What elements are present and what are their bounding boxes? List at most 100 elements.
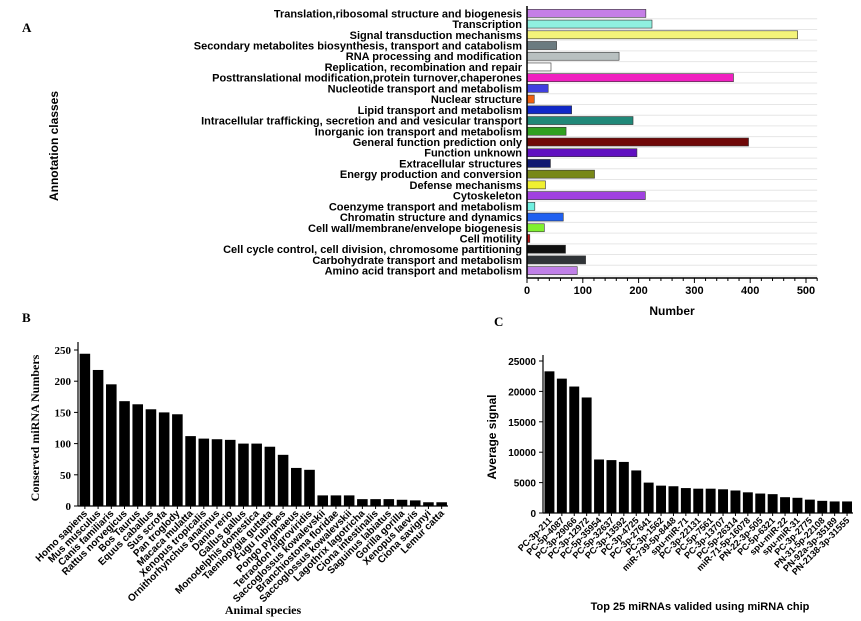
- category-label: Function unknown: [424, 148, 522, 160]
- bar: [526, 73, 734, 82]
- panel-letter-c: C: [494, 314, 503, 329]
- category-label: Nuclear structure: [431, 94, 522, 106]
- category-label: General function prediction only: [353, 137, 523, 149]
- category-label: Cell motility: [460, 233, 523, 245]
- bar: [526, 9, 647, 18]
- y-tick-label: 15000: [508, 418, 536, 429]
- bar: [357, 499, 368, 506]
- bar: [792, 497, 803, 513]
- bar: [317, 495, 329, 506]
- category-label: Cell cycle control, cell division, chrom…: [223, 244, 522, 256]
- bar: [755, 493, 766, 513]
- chart-c: 0500010000150002000025000PC-3p-211PC-5p-…: [508, 355, 853, 577]
- bar: [526, 148, 638, 158]
- bar: [526, 169, 595, 179]
- category-label: RNA processing and modification: [346, 51, 523, 63]
- bar: [436, 502, 447, 506]
- chart-b-xlabel: Animal species: [225, 603, 302, 617]
- y-tick-label: 50: [60, 470, 72, 482]
- bar: [618, 461, 629, 513]
- bar: [79, 353, 91, 506]
- bar: [343, 495, 355, 506]
- bar: [668, 486, 679, 513]
- y-tick-label: 25000: [508, 357, 536, 368]
- bar: [185, 436, 196, 506]
- bar: [158, 412, 170, 506]
- bar: [291, 467, 302, 506]
- bar: [631, 470, 642, 513]
- x-tick-label: 100: [574, 285, 592, 297]
- category-label: Intracellular trafficking, secretion and…: [201, 116, 522, 128]
- chart-b-ylabel: Conserved miRNA Numbers: [28, 354, 42, 501]
- bar: [842, 501, 853, 513]
- bar: [370, 499, 381, 506]
- x-tick-label: 400: [741, 285, 759, 297]
- category-label: Replication, recombination and repair: [325, 62, 523, 74]
- bar: [106, 384, 117, 506]
- bar: [526, 19, 653, 29]
- x-tick-label: 200: [629, 285, 647, 297]
- bar: [383, 499, 395, 506]
- bar: [526, 212, 564, 222]
- panel-letter-a: A: [22, 20, 32, 35]
- bar: [409, 500, 421, 506]
- bar: [526, 94, 535, 104]
- category-label: Lipid transport and metabolism: [358, 105, 523, 117]
- category-label: Amino acid transport and metabolism: [325, 266, 523, 278]
- bar: [526, 159, 551, 168]
- category-label: Nucleotide transport and metabolism: [328, 83, 523, 95]
- bar: [330, 495, 342, 506]
- bar: [556, 378, 567, 513]
- bar: [581, 397, 592, 513]
- x-tick-label: 500: [797, 285, 815, 297]
- category-label: Cell wall/membrane/envelope biogenesis: [308, 223, 522, 235]
- category-label: Cytoskeleton: [453, 191, 522, 203]
- bar: [829, 501, 840, 513]
- bar: [224, 439, 236, 506]
- bar: [172, 414, 183, 506]
- bar: [526, 223, 545, 233]
- bar: [730, 490, 741, 513]
- bar: [526, 116, 634, 125]
- bar: [643, 482, 654, 513]
- bar: [680, 488, 691, 513]
- bar: [804, 499, 815, 513]
- bar: [526, 244, 566, 254]
- bar: [569, 386, 580, 513]
- bar: [92, 369, 104, 506]
- category-label: Carbohydrate transport and metabolism: [312, 255, 522, 267]
- y-tick-label: 0: [66, 501, 72, 513]
- bar: [277, 454, 289, 506]
- y-tick-label: 0: [530, 509, 536, 520]
- bar: [767, 494, 778, 513]
- category-label: Chromatin structure and dynamics: [340, 212, 522, 224]
- category-label: Signal transduction mechanisms: [350, 30, 522, 42]
- bar: [526, 30, 798, 40]
- bar: [304, 469, 315, 506]
- x-tick-label: 300: [685, 285, 703, 297]
- bar: [606, 460, 617, 513]
- bar: [132, 404, 144, 506]
- y-tick-label: 10000: [508, 448, 536, 459]
- bar: [594, 459, 605, 513]
- bar: [526, 180, 546, 190]
- bar: [656, 485, 667, 513]
- category-label: Secondary metabolites biosynthesis, tran…: [194, 41, 522, 53]
- x-tick-label: 0: [524, 285, 530, 297]
- bar: [693, 488, 704, 513]
- category-label: Coenzyme transport and metabolism: [329, 201, 522, 213]
- y-tick-label: 150: [55, 407, 72, 419]
- bar: [526, 51, 620, 61]
- bar: [526, 255, 586, 265]
- bar: [526, 105, 572, 115]
- chart-a: Translation,ribosomal structure and biog…: [194, 6, 818, 297]
- y-tick-label: 100: [55, 439, 72, 451]
- y-tick-label: 20000: [508, 387, 536, 398]
- y-tick-label: 200: [55, 376, 72, 388]
- chart-c-ylabel: Average signal: [485, 395, 499, 480]
- bar: [526, 202, 536, 211]
- bar: [526, 266, 578, 275]
